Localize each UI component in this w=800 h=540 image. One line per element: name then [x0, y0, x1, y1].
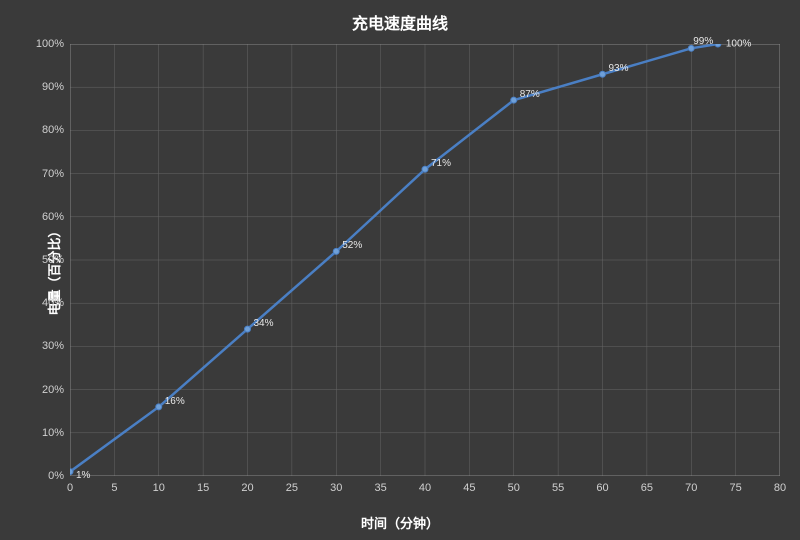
data-marker — [600, 71, 606, 77]
data-marker — [511, 97, 517, 103]
x-tick-label: 50 — [508, 482, 520, 494]
y-tick-label: 50% — [42, 254, 64, 266]
x-tick-label: 40 — [419, 482, 431, 494]
x-tick-label: 55 — [552, 482, 564, 494]
data-label: 16% — [165, 396, 185, 407]
x-tick-label: 0 — [67, 482, 73, 494]
chart-title: 充电速度曲线 — [0, 10, 800, 34]
x-tick-label: 10 — [153, 482, 165, 494]
data-marker — [156, 404, 162, 410]
y-tick-label: 80% — [42, 124, 64, 136]
data-marker — [333, 248, 339, 254]
y-tick-label: 10% — [42, 427, 64, 439]
y-tick-label: 30% — [42, 340, 64, 352]
x-tick-label: 5 — [111, 482, 117, 494]
data-label: 1% — [76, 470, 90, 481]
chart-container: 充电速度曲线 电量（百分比） 时间（分钟） 0%10%20%30%40%50%6… — [0, 0, 800, 540]
y-tick-label: 20% — [42, 384, 64, 396]
x-tick-label: 65 — [641, 482, 653, 494]
x-tick-label: 30 — [330, 482, 342, 494]
x-axis-label: 时间（分钟） — [0, 513, 800, 532]
x-tick-label: 35 — [375, 482, 387, 494]
y-tick-label: 100% — [36, 38, 64, 50]
data-label: 52% — [342, 240, 362, 251]
data-label: 100% — [726, 39, 752, 50]
data-marker — [70, 469, 73, 475]
x-tick-label: 60 — [596, 482, 608, 494]
data-marker — [422, 166, 428, 172]
x-tick-label: 70 — [685, 482, 697, 494]
x-tick-label: 75 — [730, 482, 742, 494]
x-tick-label: 80 — [774, 482, 786, 494]
y-tick-label: 70% — [42, 168, 64, 180]
plot-area: 0%10%20%30%40%50%60%70%80%90%100%0510152… — [70, 44, 780, 476]
x-tick-label: 25 — [286, 482, 298, 494]
y-tick-label: 40% — [42, 297, 64, 309]
x-tick-label: 45 — [463, 482, 475, 494]
data-label: 34% — [254, 318, 274, 329]
data-marker — [715, 44, 721, 47]
data-marker — [245, 326, 251, 332]
data-label: 93% — [609, 63, 629, 74]
y-tick-label: 60% — [42, 211, 64, 223]
x-tick-label: 20 — [241, 482, 253, 494]
chart-svg — [70, 44, 780, 476]
data-label: 99% — [693, 36, 713, 47]
y-tick-label: 0% — [48, 470, 64, 482]
x-tick-label: 15 — [197, 482, 209, 494]
data-label: 71% — [431, 158, 451, 169]
y-tick-label: 90% — [42, 81, 64, 93]
data-label: 87% — [520, 89, 540, 100]
